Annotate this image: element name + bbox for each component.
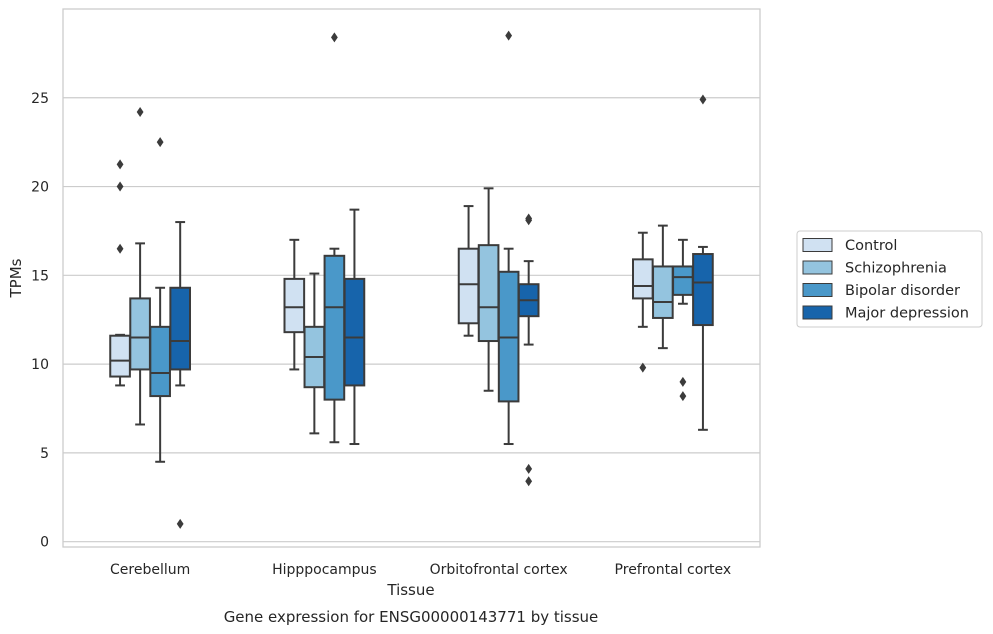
box [631,258,654,300]
outlier-point [176,518,184,529]
box [477,244,500,343]
outlier-point [116,181,124,192]
plot-frame [62,8,761,548]
box-group [672,238,694,402]
outlier-point [505,30,513,41]
legend-label: Bipolar disorder [845,283,960,299]
outlier-point [156,137,164,148]
figure-caption: Gene expression for ENSG00000143771 by t… [224,608,599,626]
x-tick-label: Cerebellum [110,562,190,578]
legend-swatch [802,305,833,320]
box-group [283,238,306,371]
y-tick-label: 10 [31,357,49,373]
y-tick-labels: 0 5 10 15 20 25 [31,91,49,551]
y-tick-label: 0 [40,535,49,551]
box-group [457,205,480,337]
box [323,254,346,401]
x-tick-label: Hipppocampus [272,562,377,578]
box-group [169,221,192,529]
y-tick-label: 20 [31,180,49,196]
box-group [652,224,674,350]
box [652,265,674,319]
legend-swatch [802,283,833,297]
x-tick-label: Orbitofrontal cortex [430,562,568,578]
y-tick-label: 5 [40,446,49,462]
box-groups [109,30,714,529]
outlier-point [525,213,533,224]
x-tick-labels: Cerebellum Hipppocampus Orbitofrontal cort… [110,562,731,578]
box-group [692,94,714,431]
outlier-point [679,376,687,387]
box [109,334,131,378]
legend: Control Schizophrenia Bipolar disorder Majo… [796,230,983,328]
box-group [631,231,654,373]
y-tick-label: 25 [31,91,49,107]
x-tick-label: Prefrontal cortex [615,562,732,578]
outlier-point [639,362,647,373]
legend-frame [796,230,983,328]
box [672,265,694,296]
outlier-point [136,106,144,117]
y-axis-label: TPMs [7,258,25,298]
box-group [129,106,151,426]
box-group [323,32,346,444]
legend-swatch [802,260,833,275]
box-group [303,272,326,435]
box [129,297,151,371]
legend-label: Major depression [845,306,969,322]
y-gridlines [63,97,760,543]
box [283,277,306,334]
legend-swatch [802,238,833,252]
box [149,325,171,398]
box [692,253,714,327]
box [343,277,366,387]
x-axis-label: Tissue [386,581,434,599]
box-group [149,137,171,463]
box-group [477,187,500,392]
box-group [497,30,520,446]
y-tick-label: 15 [31,268,49,284]
box-group [109,159,131,387]
outlier-point [679,391,687,402]
box [169,286,192,371]
box-group [343,208,366,446]
outlier-point [525,476,533,487]
outlier-point [116,243,124,254]
outlier-point [525,463,533,474]
outlier-point [699,94,707,105]
outlier-point [330,32,338,43]
outlier-point [116,159,124,170]
box-group [517,213,540,487]
box [457,247,480,325]
legend-label: Schizophrenia [845,261,947,277]
legend-label: Control [845,238,897,254]
